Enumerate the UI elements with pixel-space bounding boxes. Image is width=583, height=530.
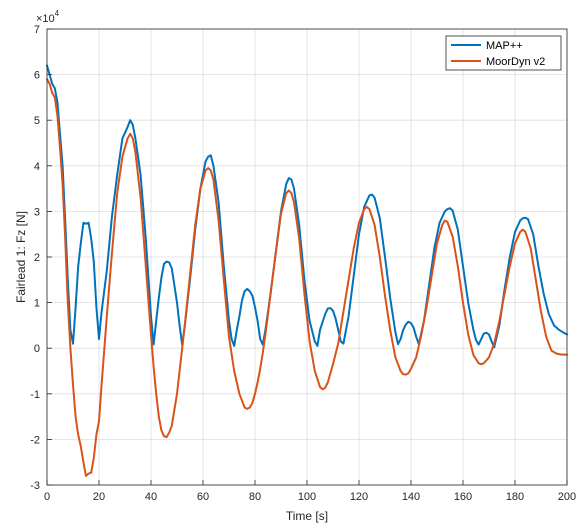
legend: MAP++ MoorDyn v2 — [445, 35, 562, 71]
x-tick-label: 80 — [249, 491, 261, 503]
x-tick-label: 60 — [197, 491, 209, 503]
x-tick-label: 120 — [350, 491, 368, 503]
y-exponent-power: 4 — [55, 9, 60, 18]
series-line-map- — [46, 64, 568, 349]
y-ticks: -3 -2 -1 0 1 2 3 4 5 6 7 — [30, 24, 52, 492]
x-axis-label: Time [s] — [286, 509, 328, 523]
y-exponent-label: ×104 — [36, 9, 60, 25]
x-tick-label: 20 — [93, 491, 105, 503]
y-axis-label: Fairlead 1: Fz [N] — [14, 211, 28, 303]
y-tick-label: 2 — [34, 252, 40, 264]
y-tick-label: 6 — [34, 70, 40, 82]
x-tick-label: 180 — [506, 491, 524, 503]
y-tick-label: 5 — [34, 115, 40, 127]
legend-label-moordyn: MoorDyn v2 — [486, 56, 545, 68]
y-tick-label: -1 — [30, 389, 40, 401]
x-ticks: 0 20 40 60 80 100 120 140 160 180 200 — [44, 480, 576, 503]
series-layer — [46, 64, 568, 477]
y-tick-label: 4 — [34, 161, 40, 173]
x-tick-label: 140 — [402, 491, 420, 503]
plot-area — [47, 29, 567, 485]
y-tick-label: 3 — [34, 206, 40, 218]
x-tick-label: 200 — [558, 491, 576, 503]
series-line-moordyn-v2 — [46, 78, 568, 477]
x-tick-label: 160 — [454, 491, 472, 503]
y-tick-label: 0 — [34, 343, 40, 355]
x-tick-label: 40 — [145, 491, 157, 503]
y-tick-label: 7 — [34, 24, 40, 36]
legend-label-map: MAP++ — [486, 40, 523, 52]
legend-box — [445, 35, 562, 71]
y-tick-label: -3 — [30, 480, 40, 492]
y-tick-label: -2 — [30, 434, 40, 446]
y-tick-label: 1 — [34, 298, 40, 310]
x-tick-label: 100 — [298, 491, 316, 503]
x-tick-label: 0 — [44, 491, 50, 503]
